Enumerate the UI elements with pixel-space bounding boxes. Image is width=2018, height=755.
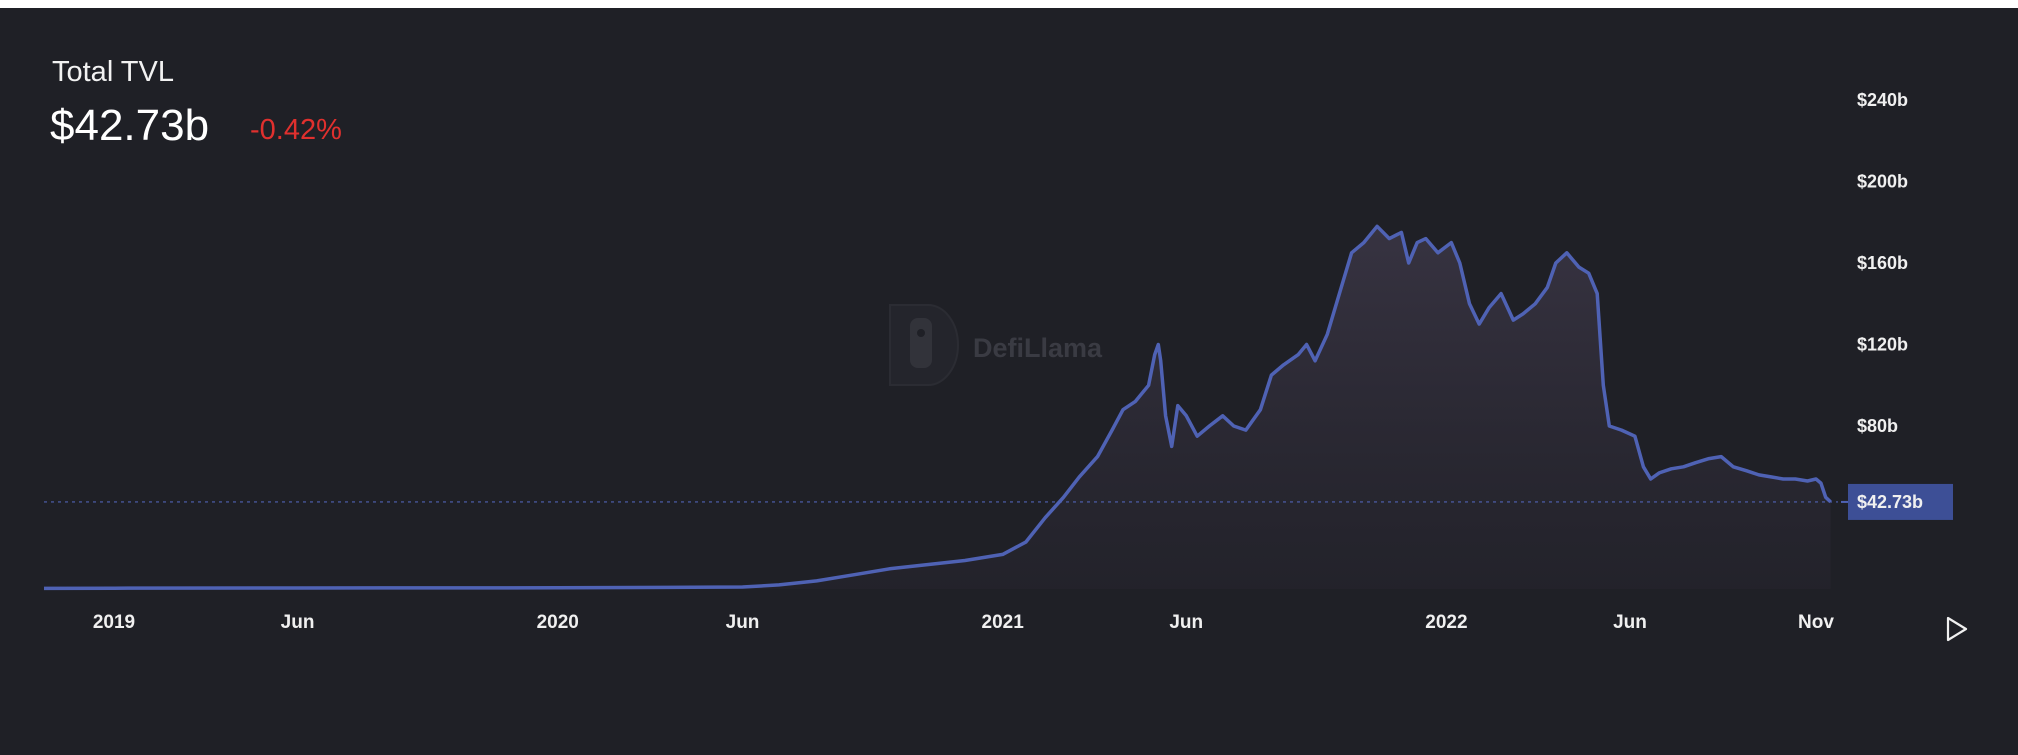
x-tick-label: 2020 xyxy=(537,612,579,633)
chart-title: Total TVL xyxy=(52,56,174,88)
y-tick-label: $200b xyxy=(1857,172,1908,192)
y-tick-label: $80b xyxy=(1857,416,1898,436)
y-tick-label: $240b xyxy=(1857,90,1908,110)
watermark-label: DefiLlama xyxy=(973,333,1103,363)
x-tick-label: Nov xyxy=(1798,612,1834,633)
x-axis: 2019 Jun 2020 Jun 2021 Jun 2022 Jun Nov xyxy=(93,612,1835,633)
y-axis: $80b $120b $160b $200b $240b xyxy=(1857,90,1908,436)
tvl-area xyxy=(44,226,1831,590)
current-value-marker xyxy=(1848,483,1953,520)
y-tick-label: $120b xyxy=(1857,335,1908,355)
x-tick-label: Jun xyxy=(1613,612,1647,633)
play-icon[interactable] xyxy=(1946,616,1968,642)
total-tvl-value: $42.73b xyxy=(50,101,210,150)
y-tick-label: $160b xyxy=(1857,253,1908,273)
x-tick-label: Jun xyxy=(1169,612,1203,633)
x-tick-label: 2021 xyxy=(982,612,1025,633)
tvl-line xyxy=(43,224,1832,591)
chart-panel xyxy=(0,8,2018,755)
x-tick-label: 2019 xyxy=(93,612,135,633)
tvl-change-percent: -0.42% xyxy=(250,114,342,146)
llama-logo-icon xyxy=(889,304,959,386)
x-tick-label: Jun xyxy=(726,612,760,633)
current-value-label: $42.73b xyxy=(1857,492,1923,512)
watermark: DefiLlama xyxy=(889,304,1103,386)
x-tick-label: 2022 xyxy=(1425,612,1467,633)
x-tick-label: Jun xyxy=(281,612,315,633)
